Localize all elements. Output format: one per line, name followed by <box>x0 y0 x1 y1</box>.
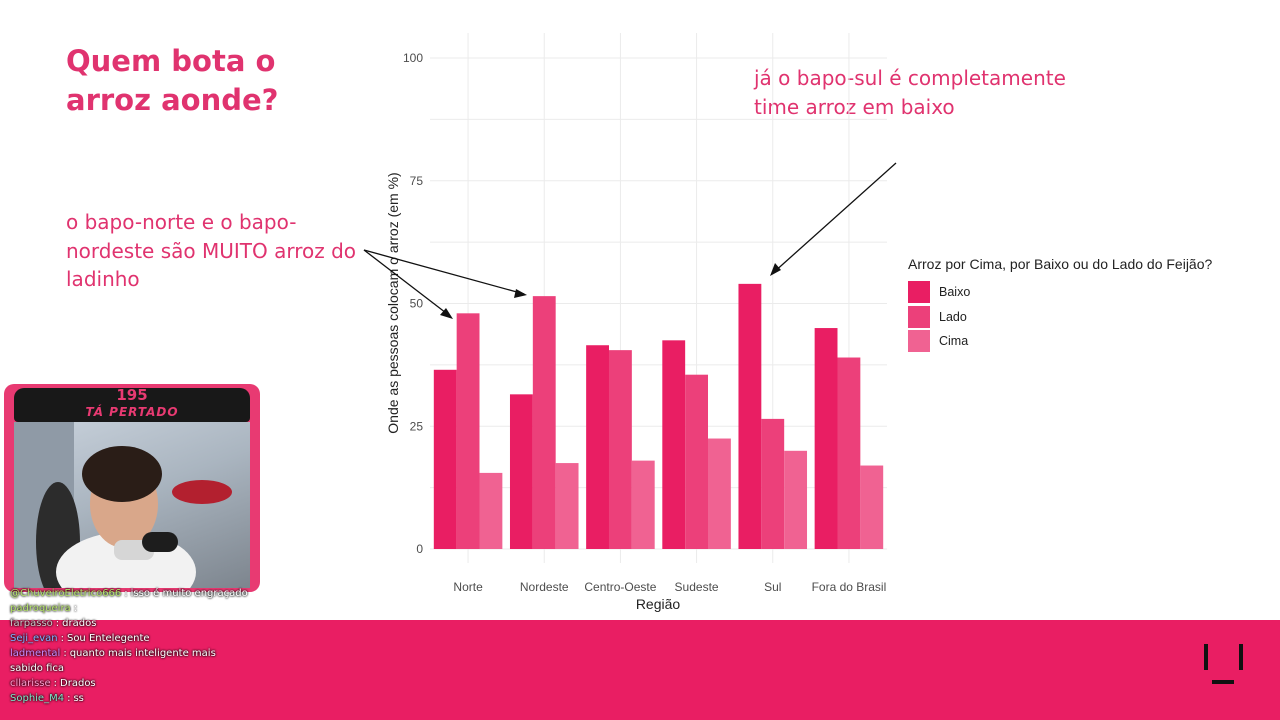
y-tick-label: 50 <box>410 297 424 311</box>
bar-cima <box>708 438 731 549</box>
chat-text: ss <box>73 693 84 704</box>
chat-separator: : <box>63 648 67 659</box>
arrowhead-sul <box>770 263 781 276</box>
chat-message: padroqueira: <box>10 601 270 616</box>
arrow-heads <box>440 263 781 319</box>
x-tick-label: Norte <box>453 580 483 594</box>
y-tick-label: 25 <box>410 419 424 433</box>
chat-message: ladmental: quanto mais inteligente mais <box>10 646 270 661</box>
bar-baixo <box>509 394 533 549</box>
bar-lado <box>761 418 785 549</box>
legend-swatch <box>908 305 930 328</box>
chat-separator: : <box>55 618 60 629</box>
chat-separator: : <box>124 588 128 599</box>
webcam-header: 195 TÁ PERTADO <box>14 386 250 422</box>
bar-lado <box>532 296 556 549</box>
chat-text: quanto mais inteligente mais <box>69 648 216 659</box>
chat-username[interactable]: Sophie_M4 <box>10 693 65 704</box>
annotation-arrows <box>363 162 897 317</box>
brand-logo-icon <box>1204 644 1243 684</box>
chat-message: cllarisse: Drados <box>10 676 270 691</box>
chat-username[interactable]: ladmental <box>10 648 61 659</box>
bar-baixo <box>738 283 762 549</box>
x-axis-title: Região <box>636 596 681 612</box>
chat-separator: : <box>60 633 64 644</box>
chat-text: drados <box>62 618 97 629</box>
chat-message: Sophie_M4: ss <box>10 691 270 706</box>
legend-items: Baixo Lado Cima <box>908 280 1212 354</box>
bar-baixo <box>586 345 609 549</box>
bar-cima <box>631 460 655 549</box>
legend-title: Arroz por Cima, por Baixo ou do Lado do … <box>908 256 1213 272</box>
chat-text: Drados <box>60 678 96 689</box>
legend-label: Cima <box>939 334 969 349</box>
legend-item: Cima <box>908 329 1212 354</box>
x-tick-label: Sul <box>764 580 781 594</box>
legend-swatch <box>908 281 930 304</box>
chat-message: sabido fica <box>10 661 270 676</box>
bar-baixo <box>662 340 686 549</box>
chat-separator: : <box>67 693 71 704</box>
bars <box>433 283 884 549</box>
chat-username[interactable]: padroqueira <box>10 603 71 614</box>
y-tick-label: 100 <box>403 51 423 65</box>
arrow-to-nordeste <box>363 249 525 295</box>
bar-baixo <box>814 328 838 549</box>
webcam-caption: TÁ PERTADO <box>85 405 179 419</box>
arrow-to-sul <box>772 162 897 274</box>
legend-label: Baixo <box>939 285 971 300</box>
x-tick-label: Centro-Oeste <box>584 580 656 594</box>
x-tick-label: Fora do Brasil <box>812 580 887 594</box>
bar-lado <box>837 357 861 549</box>
chat-message: @ChuveiroEletrico666: isso é muito engraç… <box>10 586 270 601</box>
arrow-to-norte <box>363 249 451 317</box>
chat-username[interactable]: @ChuveiroEletrico666 <box>10 588 122 599</box>
y-tick-label: 0 <box>416 542 423 556</box>
chat-separator: : <box>53 678 58 689</box>
bar-chart: 0 25 50 75 100 Norte Nordeste Centro-Oeste Sudes… <box>363 33 897 612</box>
arrowhead-nordeste <box>514 289 527 298</box>
chat-text: sabido fica <box>10 663 65 674</box>
arrowhead-norte <box>440 308 453 319</box>
bar-baixo <box>433 369 457 549</box>
bar-lado <box>456 313 480 549</box>
chat-text: Sou Entelegente <box>66 633 150 644</box>
bottom-bar <box>0 620 1280 720</box>
viewer-count: 195 <box>116 386 148 404</box>
legend-item: Baixo <box>908 280 1212 305</box>
bar-cima <box>555 463 579 549</box>
annotation-south: já o bapo-sul é completamente time arroz… <box>754 66 1066 119</box>
axis-ticks: 0 25 50 75 100 Norte Nordeste Centro-Oeste Sudes… <box>403 51 886 594</box>
slide-title: Quem bota o arroz aonde? <box>66 44 279 117</box>
legend-label: Lado <box>939 309 967 324</box>
legend-swatch <box>908 330 930 353</box>
chat-username[interactable]: Seji_evan <box>10 633 58 644</box>
chat-message: Seji_evan: Sou Entelegente <box>10 631 270 646</box>
bar-cima <box>784 450 808 549</box>
bar-cima <box>860 465 884 549</box>
chat-text: isso é muito engraçado <box>130 588 248 599</box>
bar-cima <box>479 472 503 549</box>
webcam-video <box>14 422 250 588</box>
streamer-silhouette-icon <box>14 422 232 588</box>
chat-message: farpasso: drados <box>10 616 270 631</box>
chart-legend: Arroz por Cima, por Baixo ou do Lado do … <box>908 256 1212 354</box>
chat-log: @ChuveiroEletrico666: isso é muito engraç… <box>10 586 270 706</box>
grid-lines <box>430 33 887 563</box>
chat-username[interactable]: cllarisse <box>10 678 51 689</box>
x-tick-label: Nordeste <box>520 580 569 594</box>
chat-separator: : <box>73 603 78 614</box>
annotation-north-northeast: o bapo-norte e o bapo-nordeste são MUITO… <box>66 210 357 291</box>
y-tick-label: 75 <box>410 174 424 188</box>
y-axis-title: Onde as pessoas colocam o arroz (em %) <box>385 172 401 433</box>
x-tick-label: Sudeste <box>675 580 719 594</box>
bar-lado <box>685 374 709 549</box>
bar-lado <box>608 350 632 549</box>
webcam-overlay: 195 TÁ PERTADO <box>4 384 260 592</box>
chat-username[interactable]: farpasso <box>10 618 53 629</box>
legend-item: Lado <box>908 305 1212 330</box>
